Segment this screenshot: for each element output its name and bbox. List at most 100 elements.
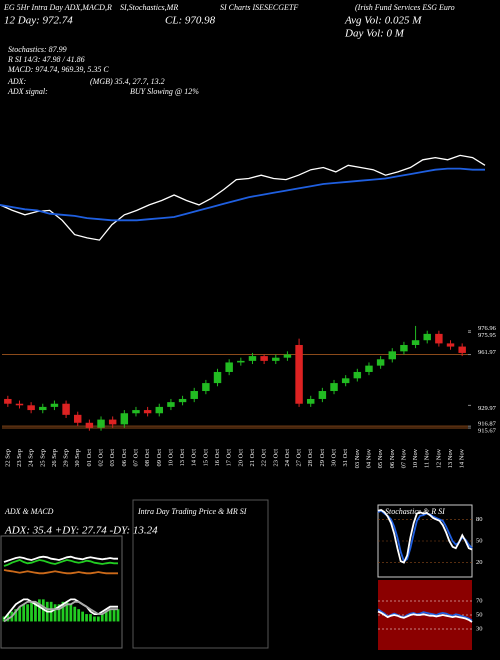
candle-body — [108, 419, 117, 425]
candle-body — [143, 410, 152, 414]
day-vol: Day Vol: 0 M — [344, 28, 405, 40]
x-tick-label: 22 Sep — [4, 449, 11, 467]
candle-body — [27, 405, 35, 411]
x-tick-label: 05 Nov — [377, 448, 384, 468]
y-tick-label: 30 — [476, 625, 483, 632]
x-tick-label: 28 Oct — [307, 449, 314, 467]
x-tick-label: 10 Nov — [412, 448, 419, 468]
histogram-bar — [96, 616, 100, 622]
x-tick-label: 14 Oct — [191, 449, 198, 467]
histogram-bar — [26, 604, 29, 622]
y-tick-label: 50 — [476, 611, 483, 618]
x-tick-label: 03 Nov — [354, 448, 361, 468]
histogram-bar — [38, 599, 41, 622]
series-line — [377, 509, 473, 564]
header-text: SI,Stochastics,MR — [120, 3, 178, 12]
x-tick-label: 30 Sep — [74, 449, 81, 467]
candle-body — [353, 371, 362, 379]
x-tick-label: 24 Oct — [284, 449, 291, 467]
x-tick-label: 13 Nov — [447, 448, 454, 468]
x-tick-label: 17 Oct — [226, 449, 233, 467]
histogram-bar — [53, 604, 57, 622]
stoch-text: Stochastics: 87.99 — [8, 45, 67, 54]
candle-body — [62, 403, 70, 415]
x-tick-label: 07 Nov — [400, 448, 407, 468]
candle-body — [4, 398, 12, 404]
y-tick-label: 50 — [476, 537, 483, 544]
x-tick-label: 22 Oct — [261, 449, 268, 467]
histogram-bar — [14, 609, 18, 622]
header-text: SI Charts ISESECGETF — [220, 3, 298, 12]
series-line — [377, 608, 473, 622]
candle-body — [85, 422, 94, 428]
x-tick-label: 15 Oct — [202, 449, 209, 467]
candle-body — [155, 406, 164, 414]
series-line — [3, 569, 118, 575]
candle-body — [15, 403, 24, 406]
y-tick-label: 961.97 — [478, 349, 497, 356]
candle-body — [50, 403, 59, 407]
candle-body — [202, 383, 210, 392]
candle-body — [400, 344, 408, 352]
adx-signal: BUY Slowing @ 12% — [130, 87, 199, 96]
histogram-bar — [65, 601, 69, 622]
candle-body — [411, 340, 420, 345]
adx-values: (MGB) 35.4, 27.7, 13.2 — [90, 77, 165, 86]
x-tick-label: 27 Oct — [296, 449, 303, 467]
candle-body — [39, 406, 47, 411]
candle-body — [318, 391, 327, 399]
histogram-bar — [73, 606, 77, 622]
x-tick-label: 07 Oct — [132, 449, 139, 467]
x-tick-label: 12 Nov — [435, 448, 442, 468]
series-line — [3, 600, 118, 623]
x-tick-label: 29 Sep — [63, 449, 70, 467]
header-text: (Irish Fund Services ESG Euro — [355, 3, 455, 12]
candle-body — [237, 360, 245, 363]
candle-body — [341, 378, 350, 384]
candle-body — [120, 413, 129, 425]
y-tick-label: 976.96 — [478, 325, 497, 332]
x-tick-label: 20 Oct — [237, 449, 244, 467]
candle-body — [190, 391, 198, 399]
panel-title: Intra Day Trading Price & MR SI — [137, 507, 247, 516]
histogram-bar — [30, 601, 33, 622]
histogram-bar — [85, 614, 88, 622]
candle-body — [178, 398, 187, 403]
panel-title: Stochastics & R SI — [385, 507, 445, 516]
candle-body — [260, 356, 268, 361]
x-tick-label: 06 Nov — [389, 448, 396, 468]
candle-body — [365, 365, 373, 372]
header-text: EG 5Hr Intra Day ADX,MACD,R — [3, 3, 112, 12]
candle-body — [283, 354, 292, 358]
panel-frame — [0, 535, 123, 649]
x-tick-label: 06 Oct — [121, 449, 128, 467]
x-tick-label: 08 Oct — [144, 449, 151, 467]
x-tick-label: 30 Oct — [331, 449, 338, 467]
histogram-bar — [22, 604, 26, 622]
candle-body — [213, 371, 222, 384]
candle-body — [376, 359, 385, 366]
candle-body — [446, 343, 455, 347]
x-tick-label: 31 Oct — [342, 449, 349, 467]
y-tick-label: 929.97 — [478, 405, 497, 412]
candle-body — [458, 346, 466, 353]
y-tick-label: 70 — [476, 597, 483, 604]
x-tick-label: 24 Sep — [28, 449, 35, 467]
x-tick-label: 23 Oct — [272, 449, 279, 467]
x-tick-label: 09 Oct — [156, 449, 163, 467]
histogram-bar — [69, 604, 73, 622]
y-tick-label: 80 — [476, 516, 483, 523]
candle-body — [330, 383, 338, 392]
y-tick-label: 975.95 — [478, 332, 496, 339]
series-line — [3, 555, 118, 563]
histogram-bar — [112, 609, 116, 622]
histogram-bar — [34, 601, 37, 622]
candle-body — [306, 398, 315, 404]
series-line — [0, 167, 485, 222]
histogram-bar — [116, 609, 120, 622]
histogram-bar — [100, 614, 104, 622]
candle-body — [272, 357, 280, 361]
x-tick-label: 26 Sep — [51, 449, 58, 467]
